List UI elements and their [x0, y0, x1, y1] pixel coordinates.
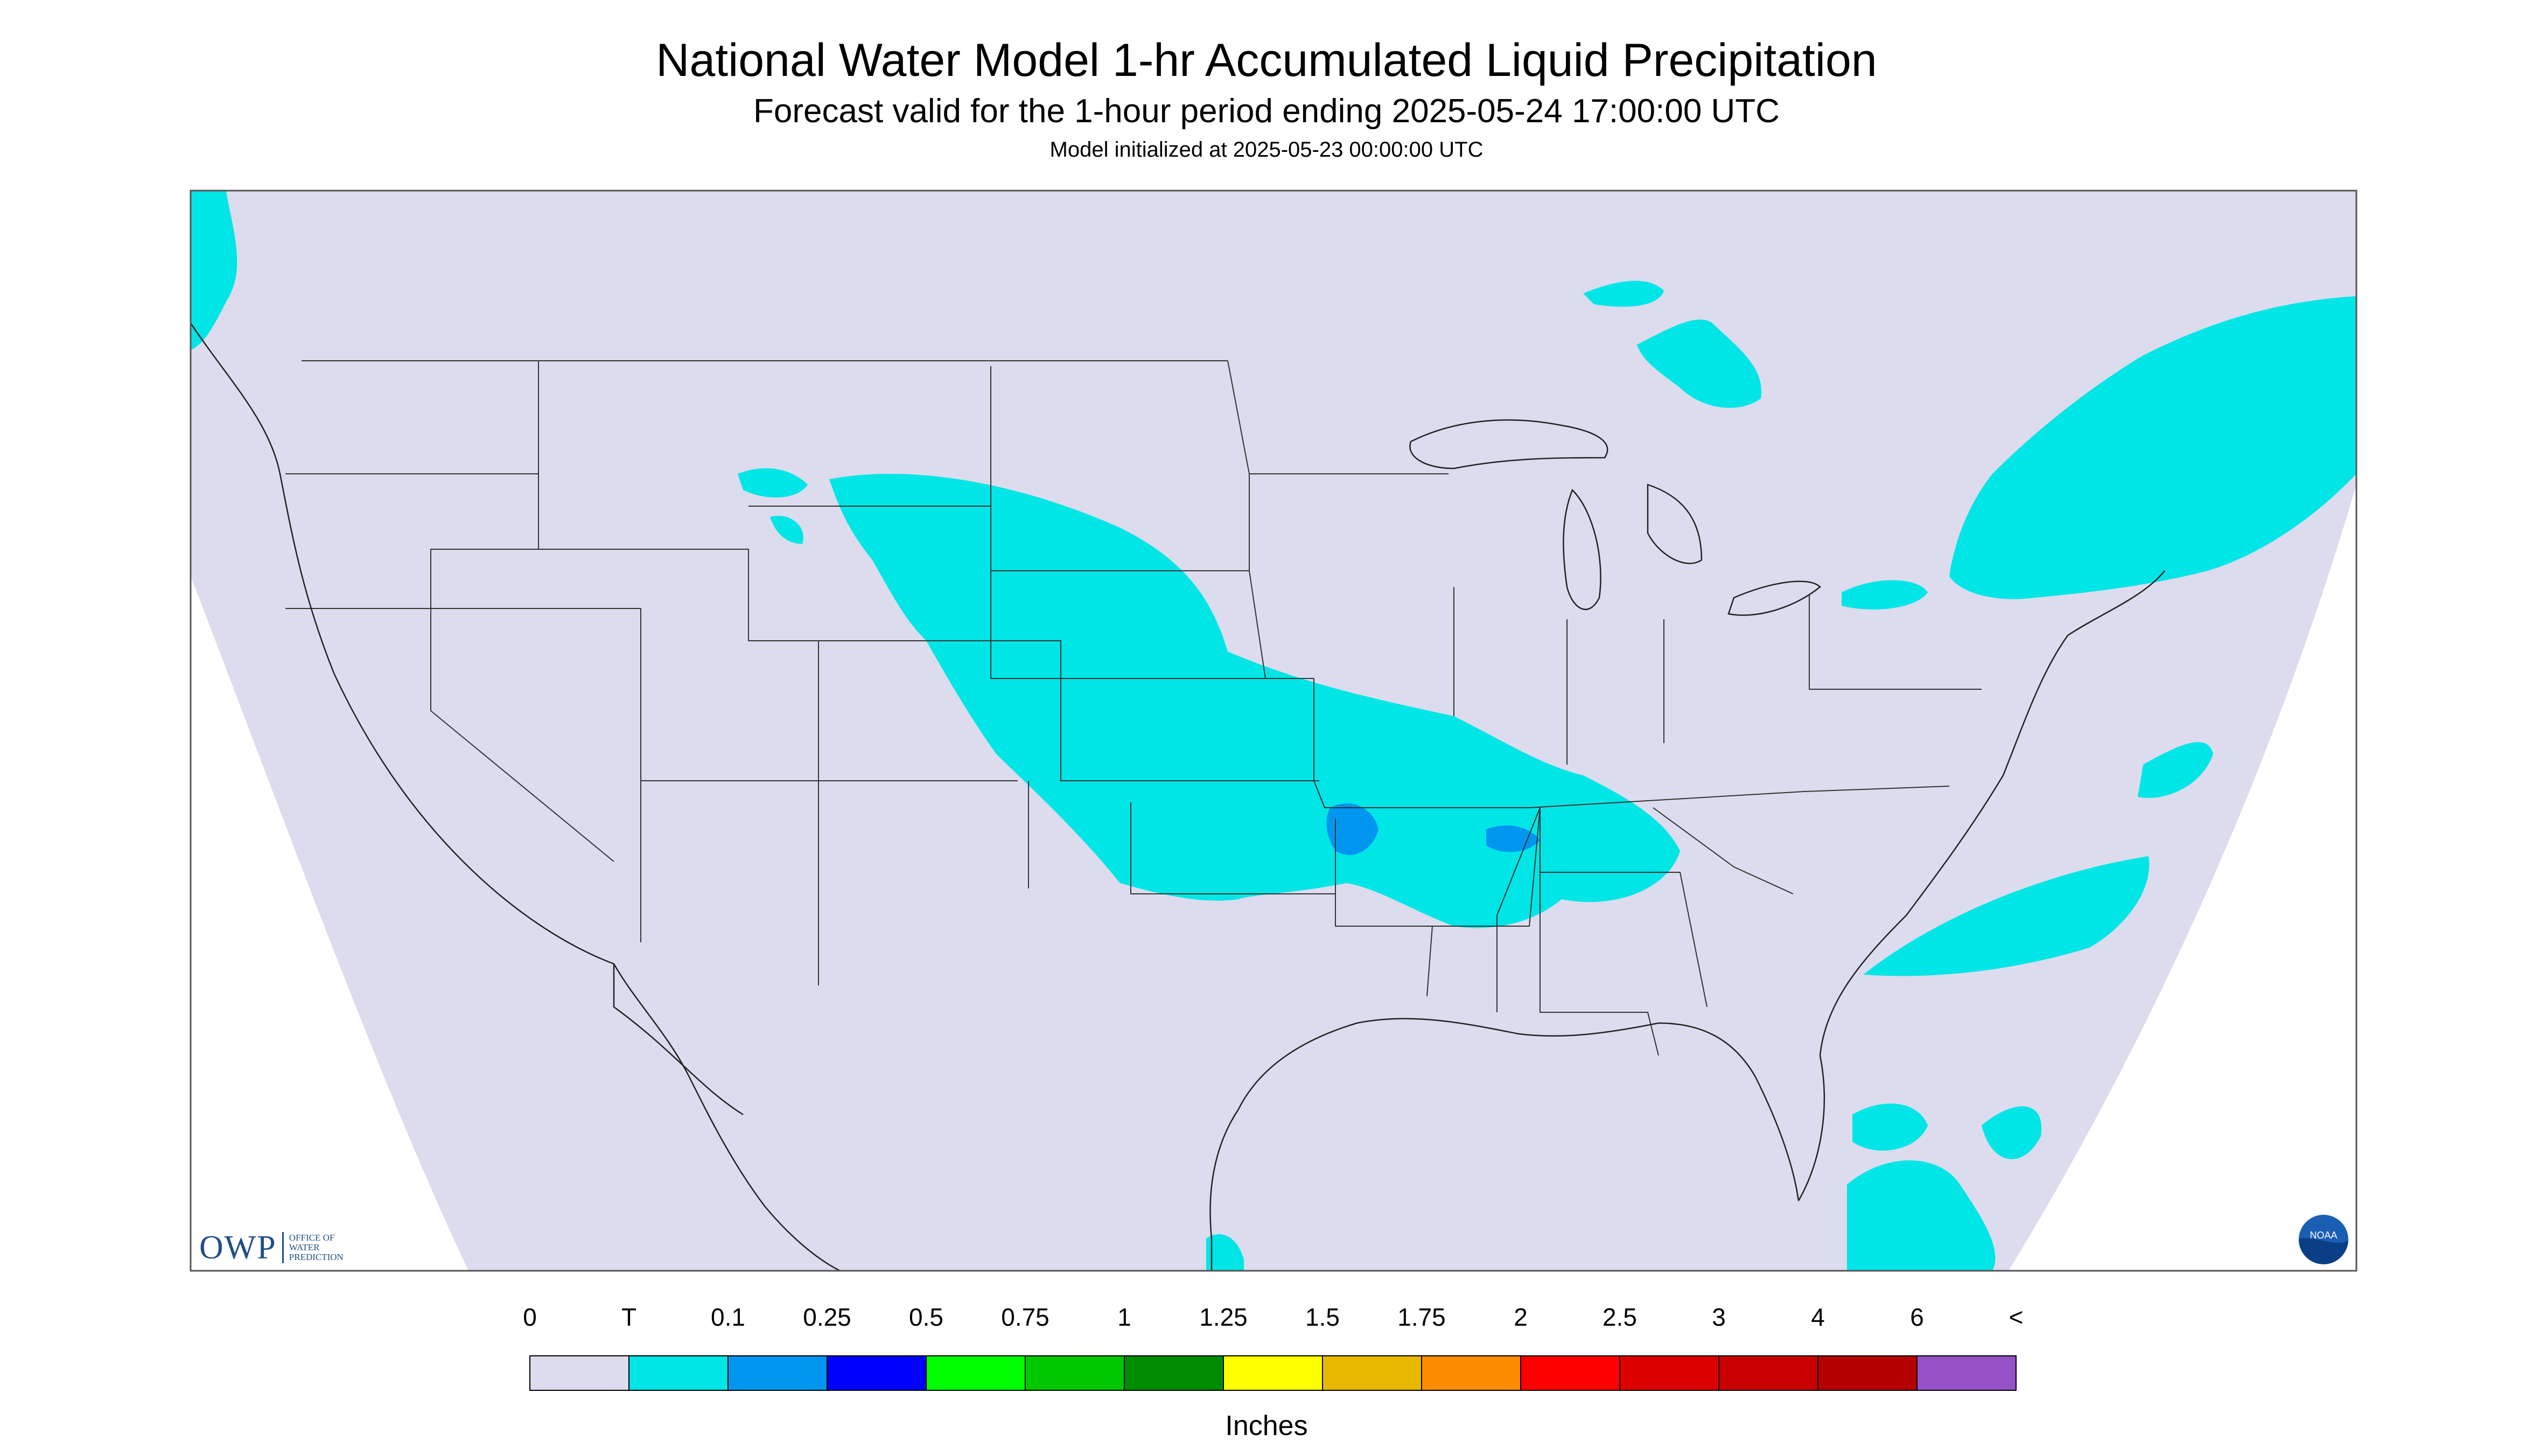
- legend-tick-label: 1.75: [1397, 1303, 1446, 1331]
- noaa-logo-text: NOAA: [2310, 1230, 2337, 1241]
- legend-cell: [628, 1355, 729, 1391]
- precip-ontario-north: [1637, 319, 1762, 408]
- legend-cell: [1421, 1355, 1521, 1391]
- legend-tick-label: 0.25: [803, 1303, 851, 1331]
- coastlines: [190, 323, 2165, 1272]
- state-boundaries: [285, 360, 1982, 1056]
- map-border: [190, 190, 2357, 1272]
- owp-logo-text: OFFICE OF WATER PREDICTION: [289, 1233, 344, 1262]
- map-title: National Water Model 1-hr Accumulated Li…: [656, 34, 1877, 86]
- legend-color-bar: [529, 1355, 2017, 1391]
- precip-pacific-nw: [191, 191, 237, 350]
- legend-units: Inches: [1225, 1410, 1308, 1441]
- precip-atlantic-1: [2138, 742, 2213, 798]
- trace-precipitation-areas: [191, 191, 2356, 1271]
- legend-tick-label: 3: [1712, 1303, 1726, 1331]
- precip-gulf-south: [1206, 1234, 1244, 1271]
- legend-tick-label: <: [2009, 1303, 2024, 1331]
- legend-cell: [529, 1355, 629, 1391]
- precip-montana-2: [770, 516, 803, 544]
- legend-tick-label: 0: [523, 1303, 537, 1331]
- legend-cell: [727, 1355, 828, 1391]
- precip-cell-oklahoma: [1326, 803, 1379, 855]
- lake-erie: [1727, 580, 1821, 616]
- legend-cell: [1223, 1355, 1323, 1391]
- precip-caribbean-2: [1982, 1106, 2042, 1159]
- legend-tick-label: T: [621, 1303, 637, 1331]
- legend-cell: [1718, 1355, 1818, 1391]
- legend-cell: [926, 1355, 1026, 1391]
- legend-tick-label: 0.75: [1001, 1303, 1049, 1331]
- legend-cell: [827, 1355, 927, 1391]
- legend-cell: [1322, 1355, 1422, 1391]
- legend-cell: [1916, 1355, 2017, 1391]
- owp-logo: OWP OFFICE OF WATER PREDICTION: [199, 1229, 344, 1266]
- precip-cell-arkansas: [1486, 825, 1540, 852]
- light-precipitation-cells: [1326, 803, 1540, 855]
- legend-tick-label: 6: [1910, 1303, 1924, 1331]
- precip-caribbean-1: [1852, 1103, 1928, 1151]
- precip-band-plains: [829, 474, 1680, 928]
- legend-tick-label: 1: [1117, 1303, 1131, 1331]
- lake-huron: [1647, 484, 1703, 564]
- legend-cell: [1817, 1355, 1918, 1391]
- legend-cell: [1520, 1355, 1620, 1391]
- precip-atlantic-3: [1847, 1160, 1996, 1271]
- legend-cell: [1619, 1355, 1719, 1391]
- lake-superior: [1409, 419, 1608, 470]
- lake-michigan: [1563, 488, 1601, 610]
- legend-tick-label: 1.25: [1199, 1303, 1248, 1331]
- legend-tick-label: 2.5: [1603, 1303, 1637, 1331]
- precip-montana: [738, 468, 808, 498]
- precip-lake-superior: [1583, 281, 1664, 307]
- owp-logo-letters: OWP: [199, 1229, 277, 1266]
- legend-tick-label: 1.5: [1305, 1303, 1340, 1331]
- precip-northeast: [1949, 296, 2356, 599]
- legend-tick-label: 0.5: [909, 1303, 943, 1331]
- great-lakes: [1409, 419, 1821, 616]
- legend-tick-label: 2: [1514, 1303, 1528, 1331]
- legend-cell: [1124, 1355, 1224, 1391]
- legend-tick-label: 0.1: [711, 1303, 745, 1331]
- precip-lake-ontario: [1842, 580, 1928, 610]
- noaa-logo: NOAA: [2297, 1213, 2350, 1266]
- legend-cell: [1025, 1355, 1125, 1391]
- legend-tick-label: 4: [1811, 1303, 1825, 1331]
- map-subtitle: Forecast valid for the 1-hour period end…: [753, 93, 1780, 130]
- model-init-text: Model initialized at 2025-05-23 00:00:00…: [1049, 138, 1484, 162]
- precip-atlantic-2: [1863, 856, 2150, 976]
